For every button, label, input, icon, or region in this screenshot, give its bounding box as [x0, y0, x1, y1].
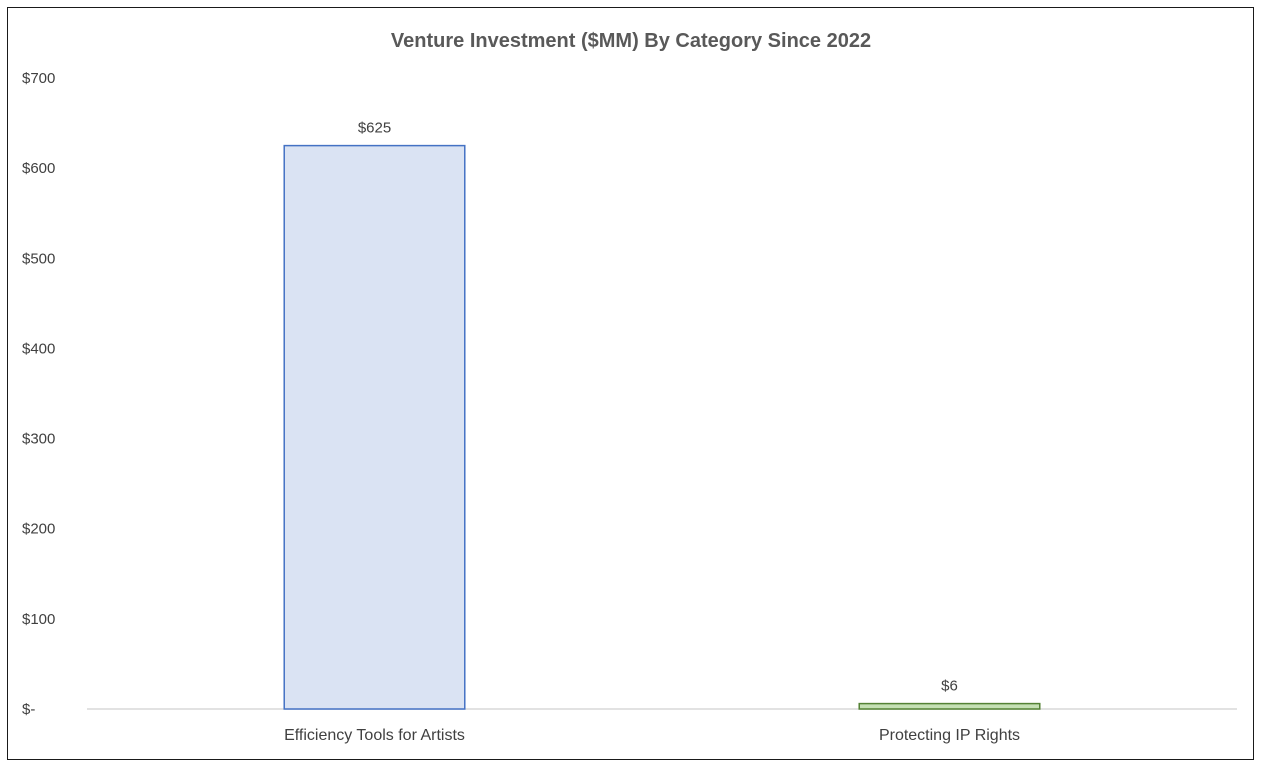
y-tick-label: $400 [22, 340, 55, 357]
y-tick-label: $300 [22, 431, 55, 448]
x-category-label: Protecting IP Rights [879, 727, 1020, 744]
y-tick-label: $100 [22, 611, 55, 628]
bar [858, 702, 1041, 710]
bars-group [283, 144, 1041, 710]
data-label: $625 [358, 120, 391, 137]
y-tick-label: $600 [22, 160, 55, 177]
x-axis: Efficiency Tools for Artists Protecting I… [284, 727, 1020, 744]
y-tick-label: $500 [22, 250, 55, 267]
data-labels-group: $625 $6 [358, 120, 958, 695]
data-label: $6 [941, 678, 958, 695]
y-tick-label: $700 [22, 70, 55, 87]
chart-frame [7, 7, 1254, 760]
y-axis: $- $100 $200 $300 $400 $500 $600 $700 [22, 70, 55, 718]
bar [283, 144, 466, 710]
x-category-label: Efficiency Tools for Artists [284, 727, 465, 744]
chart-title: Venture Investment ($MM) By Category Sin… [391, 30, 871, 52]
y-tick-label: $- [22, 701, 35, 718]
y-tick-label: $200 [22, 521, 55, 538]
